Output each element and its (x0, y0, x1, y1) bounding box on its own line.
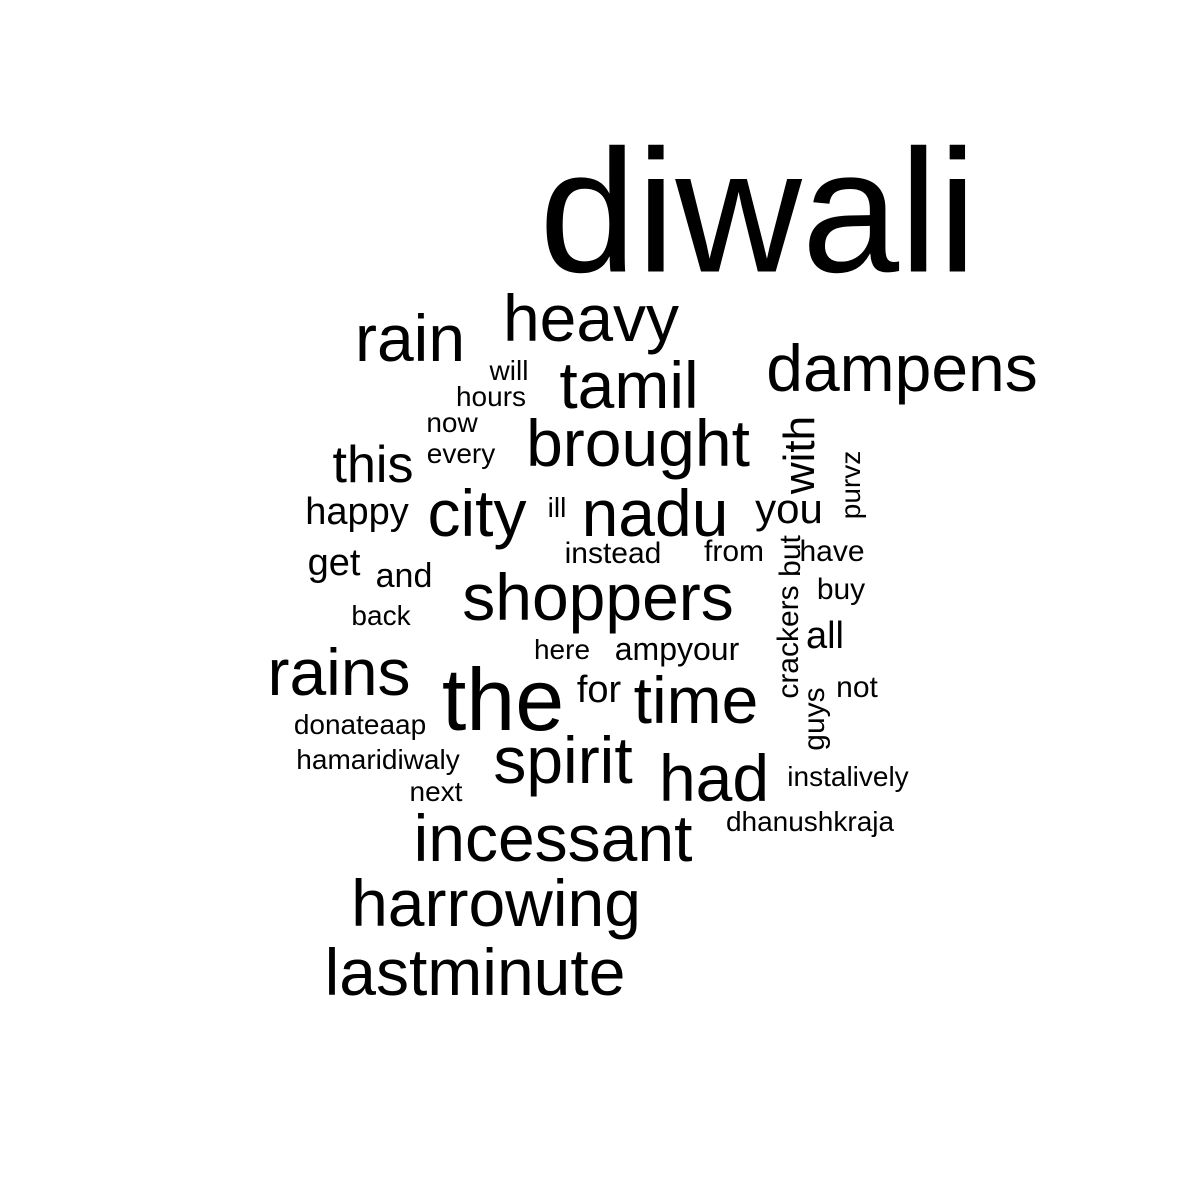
word-ampyour: ampyour (614, 631, 740, 667)
word-for: for (576, 669, 622, 711)
word-have: have (799, 535, 865, 568)
word-with: with (775, 415, 824, 495)
word-crackers: crackers (772, 585, 805, 699)
word-rain: rain (354, 301, 466, 375)
word-guys: guys (798, 687, 831, 751)
word-buy: buy (816, 573, 866, 606)
word-back: back (351, 600, 411, 631)
word-hours: hours (455, 381, 527, 412)
word-every: every (426, 438, 496, 469)
word-heavy: heavy (502, 281, 680, 355)
word-brought: brought (526, 406, 750, 480)
word-ill: ill (547, 492, 567, 523)
word-you: you (755, 485, 823, 532)
word-diwali: diwali (539, 114, 977, 310)
word-city: city (427, 476, 527, 550)
word-this: this (332, 436, 414, 494)
word-shoppers: shoppers (462, 560, 734, 634)
word-harrowing: harrowing (351, 866, 641, 940)
word-donateaap: donateaap (293, 709, 427, 740)
word-had: had (658, 741, 770, 815)
word-hamaridiwaly: hamaridiwaly (296, 744, 460, 775)
word-nadu: nadu (581, 476, 729, 550)
word-here: here (533, 634, 591, 665)
word-time: time (633, 663, 759, 737)
word-happy: happy (305, 491, 409, 533)
word-purvz: purvz (835, 450, 866, 520)
word-all: all (805, 615, 845, 657)
word-next: next (409, 776, 463, 807)
word-instead: instead (564, 537, 662, 570)
word-spirit: spirit (493, 723, 633, 797)
word-incessant: incessant (413, 801, 693, 875)
word-dhanushkraja: dhanushkraja (725, 806, 895, 837)
word-instalively: instalively (787, 761, 909, 792)
word-will: will (489, 355, 529, 386)
word-now: now (426, 407, 478, 438)
word-lastminute: lastminute (324, 935, 626, 1009)
word-dampens: dampens (766, 331, 1038, 405)
word-get: get (307, 542, 361, 584)
word-tamil: tamil (559, 348, 699, 422)
word-from: from (704, 535, 764, 568)
word-rains: rains (267, 635, 411, 709)
word-the: the (441, 650, 565, 749)
word-and: and (375, 557, 433, 595)
word-not: not (836, 671, 878, 704)
